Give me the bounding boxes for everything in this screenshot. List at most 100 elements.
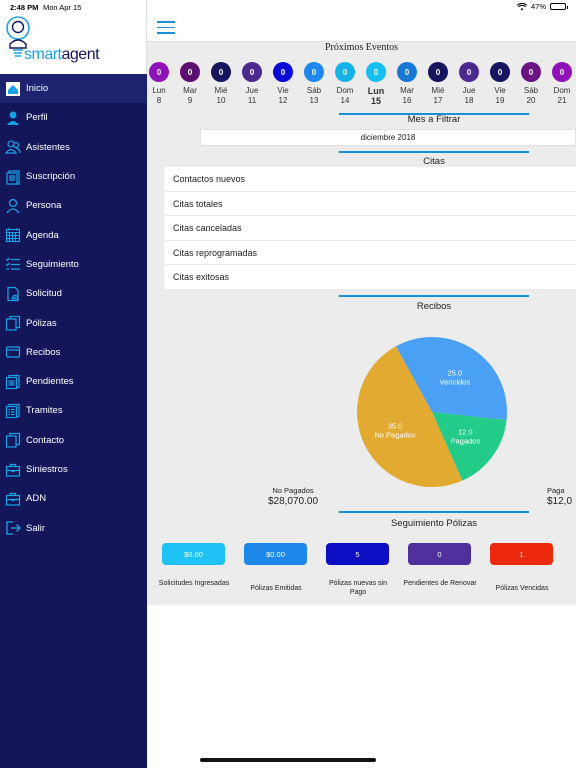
event-day[interactable]: 0 Jue 11 <box>238 62 266 106</box>
sidebar-item-tramites[interactable]: Tramites <box>0 396 147 425</box>
filter-title: Mes a Filtrar <box>407 114 461 125</box>
sidebar-item-label: Salir <box>26 522 46 534</box>
event-day[interactable]: 0 Jue 18 <box>455 62 483 106</box>
event-count-badge: 0 <box>242 62 262 82</box>
sidebar-item-label: Tramites <box>26 405 63 417</box>
event-day[interactable]: 0 Mié 17 <box>424 62 452 106</box>
user-outline-icon <box>4 197 22 215</box>
pie-slice-pagados[interactable] <box>432 412 507 481</box>
pie-slice-no-pagados[interactable] <box>356 346 463 488</box>
event-count-badge: 0 <box>490 62 510 82</box>
pie-value-label: 12.0 <box>458 427 473 436</box>
event-day[interactable]: 0 Lun 8 <box>147 62 173 106</box>
sidebar-item-agenda[interactable]: Agenda <box>0 220 147 249</box>
brand-name: smartagent <box>24 46 100 63</box>
sidebar-item-label: Pólizas <box>26 317 57 329</box>
new-document-icon <box>4 285 22 303</box>
cita-row[interactable]: Citas reprogramadas <box>164 241 576 266</box>
day-number: 11 <box>247 96 257 105</box>
event-day[interactable]: 0 Vie 19 <box>486 62 514 106</box>
day-name: Dom <box>553 86 571 95</box>
seguimiento-label: Pólizas Emitidas <box>250 585 302 592</box>
divider <box>339 151 529 153</box>
status-time: 2:48 PM <box>10 3 39 12</box>
event-day[interactable]: 0 Sáb 13 <box>300 62 328 106</box>
event-count-badge: 0 <box>273 62 293 82</box>
seguimiento-button[interactable]: $0.00 <box>162 543 225 565</box>
sidebar-item-pendientes[interactable]: Pendientes <box>0 367 147 396</box>
home-indicator <box>200 758 376 762</box>
event-day[interactable]: 0 Mar 9 <box>176 62 204 106</box>
cita-row[interactable]: Citas totales <box>164 192 576 217</box>
sidebar-item-siniestros[interactable]: Siniestros <box>0 455 147 484</box>
sidebar-item-contacto[interactable]: Contacto <box>0 426 147 455</box>
day-name: Dom <box>336 86 354 95</box>
seguimiento-button[interactable]: $0.00 <box>244 543 307 565</box>
seguimiento-title: Seguimiento Pólizas <box>390 518 478 529</box>
seguimiento-button[interactable]: 1 <box>490 543 553 565</box>
sidebar-item-salir[interactable]: Salir <box>0 513 147 542</box>
sidebar-item-asistentes[interactable]: Asistentes <box>0 133 147 162</box>
sidebar: smartagent Inicio Perfil Asistentes Suscrip… <box>0 0 147 768</box>
cita-row[interactable]: Contactos nuevos <box>164 167 576 192</box>
day-name: Jue <box>245 86 259 95</box>
day-number: 20 <box>526 96 536 105</box>
hamburger-menu-icon[interactable] <box>157 21 175 35</box>
status-right: 47% <box>516 2 568 11</box>
pie-category-label: Vencidos <box>440 378 471 387</box>
seguimiento-label: Solicitudes Ingresadas <box>158 580 230 587</box>
sidebar-item-solicitud[interactable]: Solicitud <box>0 279 147 308</box>
event-count-badge: 0 <box>304 62 324 82</box>
sidebar-item-label: Agenda <box>26 229 59 241</box>
sidebar-item-label: Solicitud <box>26 288 62 300</box>
event-count-badge: 0 <box>397 62 417 82</box>
day-name: Mié <box>431 86 445 95</box>
brain-bulb-icon <box>6 16 30 57</box>
sidebar-item-persona[interactable]: Persona <box>0 191 147 220</box>
event-count-badge: 0 <box>211 62 231 82</box>
event-day[interactable]: 0 Dom 21 <box>548 62 576 106</box>
event-count-badge: 0 <box>552 62 572 82</box>
pie-slice-vencidos[interactable] <box>395 337 507 421</box>
day-number: 8 <box>156 96 162 105</box>
sidebar-item-polizas[interactable]: Pólizas <box>0 308 147 337</box>
citas-list: Contactos nuevos Citas totales Citas cance… <box>164 167 576 290</box>
event-day[interactable]: 0 Mié 10 <box>207 62 235 106</box>
copy-icon <box>4 314 22 332</box>
sidebar-item-recibos[interactable]: Recibos <box>0 338 147 367</box>
sidebar-item-inicio[interactable]: Inicio <box>0 74 147 104</box>
sidebar-item-label: Inicio <box>26 83 49 95</box>
month-filter-field[interactable]: diciembre 2018 <box>200 129 576 146</box>
sidebar-item-label: Persona <box>26 200 62 212</box>
sidebar-item-adn[interactable]: ADN <box>0 484 147 513</box>
event-day[interactable]: 0 Mar 16 <box>393 62 421 106</box>
briefcase-icon <box>4 461 22 479</box>
sidebar-menu: Inicio Perfil Asistentes Suscripción Persona… <box>0 74 147 543</box>
event-count-badge: 0 <box>366 62 386 82</box>
sidebar-item-label: ADN <box>26 493 47 505</box>
list-document-icon <box>4 373 22 391</box>
cita-row[interactable]: Citas exitosas <box>164 265 576 290</box>
day-name: Sáb <box>523 86 539 95</box>
event-day[interactable]: 0 Vie 12 <box>269 62 297 106</box>
day-number: 12 <box>278 96 288 105</box>
content-background <box>147 605 576 768</box>
legend-pagados: Paga $12,0 <box>547 486 573 507</box>
sidebar-item-perfil[interactable]: Perfil <box>0 103 147 132</box>
seguimiento-button[interactable]: 0 <box>408 543 471 565</box>
checklist-icon <box>4 255 22 273</box>
sidebar-item-suscripcion[interactable]: Suscripción <box>0 162 147 191</box>
sidebar-item-label: Pendientes <box>26 376 74 388</box>
day-name: Sáb <box>306 86 322 95</box>
events-title: Próximos Eventos <box>324 42 399 53</box>
event-day[interactable]: 0 Sáb 20 <box>517 62 545 106</box>
event-day[interactable]: 0 Dom 14 <box>331 62 359 106</box>
event-count-badge: 0 <box>521 62 541 82</box>
wifi-icon <box>516 2 527 10</box>
sidebar-item-seguimiento[interactable]: Seguimiento <box>0 250 147 279</box>
cita-row[interactable]: Citas canceladas <box>164 216 576 241</box>
event-day[interactable]: 0 Lun 15 <box>362 62 390 106</box>
sidebar-item-label: Contacto <box>26 434 65 446</box>
seguimiento-button[interactable]: 5 <box>326 543 389 565</box>
